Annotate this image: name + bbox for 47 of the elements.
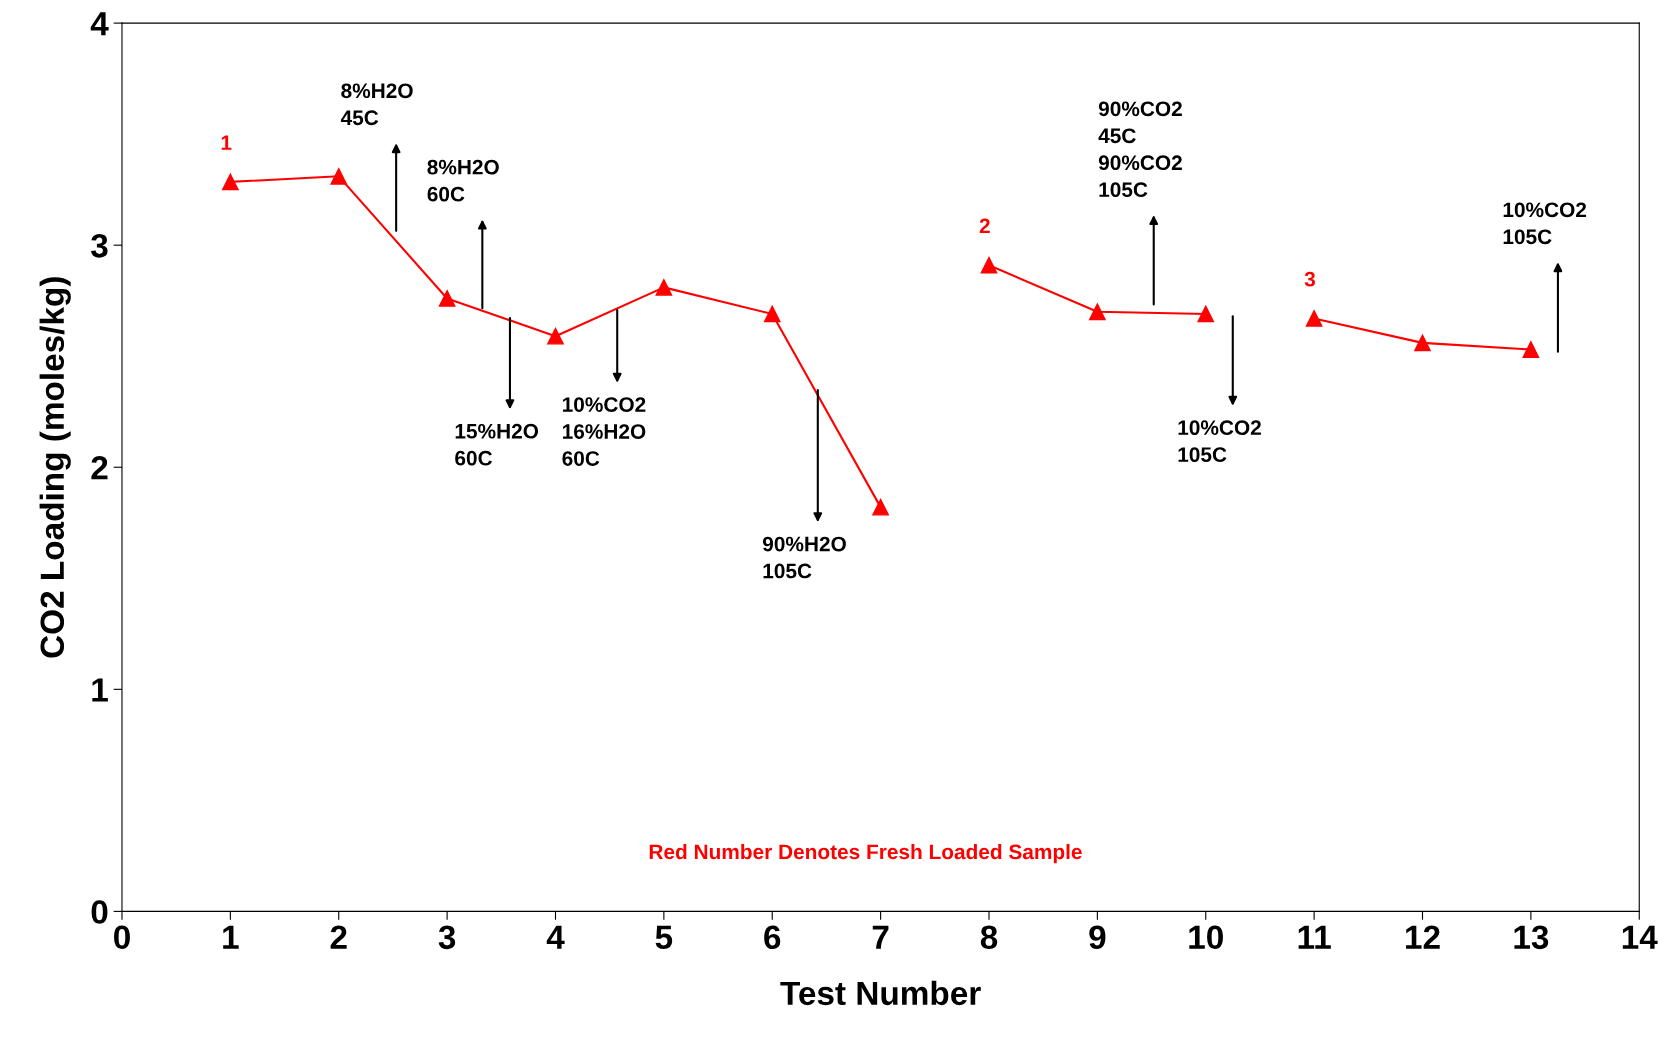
y-axis-title: CO2 Loading (moles/kg) [39, 277, 71, 658]
point [438, 290, 456, 307]
annotation: 90%CO2 45C 90%CO2 105C [1098, 101, 1182, 198]
point [872, 498, 889, 516]
point [330, 167, 348, 185]
annotation: 3 [1304, 271, 1315, 287]
point [1414, 334, 1431, 352]
x-tick-label: 10 [1189, 925, 1223, 950]
annotation: 10%CO2 16%H2O 60C [562, 397, 646, 466]
x-axis-title: Test Number [780, 980, 981, 1006]
annotation: 8%H2O 60C [427, 159, 499, 202]
point [547, 327, 564, 345]
x-tick-label: 14 [1622, 925, 1658, 949]
annotation: 15%H2O 60C [455, 423, 539, 466]
x-tick-label: 1 [223, 925, 239, 949]
x-tick-label: 2 [330, 925, 347, 949]
x-tick-label: 5 [655, 925, 673, 950]
x-tick-label: 11 [1298, 925, 1331, 949]
point [222, 173, 239, 191]
annotation: 8%H2O 45C [340, 83, 413, 126]
point [1089, 303, 1106, 321]
point [763, 305, 781, 323]
x-tick-label: 3 [438, 925, 456, 950]
x-tick-label: 12 [1406, 925, 1440, 949]
point [1197, 305, 1215, 323]
x-tick-label: 13 [1514, 925, 1549, 950]
y-tick-label: 2 [91, 456, 108, 480]
x-tick-label: 4 [546, 925, 565, 949]
x-tick-label: 9 [1089, 925, 1106, 950]
x-tick-label: 8 [980, 925, 998, 950]
annotation: 90%H2O 105C [762, 536, 846, 579]
annotation: 10%CO2 105C [1503, 202, 1587, 245]
y-tick-label: 4 [90, 12, 109, 36]
point [655, 279, 673, 296]
x-tick-label: 0 [114, 925, 130, 950]
y-tick-label: 1 [92, 678, 108, 702]
y-tick-label: 0 [91, 900, 108, 924]
x-tick-label: 7 [872, 925, 889, 949]
y-tick-label: 3 [91, 233, 108, 258]
point [980, 256, 998, 274]
annotation: 10%CO2 105C [1178, 420, 1261, 463]
annotation: 2 [979, 218, 990, 234]
point [1305, 310, 1323, 327]
annotation: 1 [221, 135, 232, 150]
annotation: Red Number Denotes Fresh Loaded Sample [649, 843, 1082, 864]
point [1522, 341, 1540, 358]
x-tick-label: 6 [764, 925, 781, 950]
